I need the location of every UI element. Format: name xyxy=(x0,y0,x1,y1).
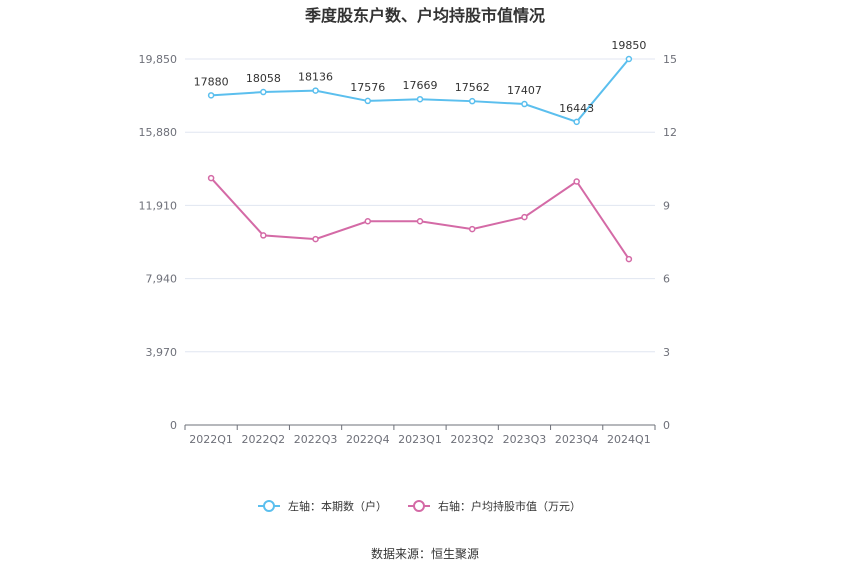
y-right-tick-label: 3 xyxy=(663,346,670,359)
data-point[interactable] xyxy=(416,95,424,103)
x-tick-label: 2022Q3 xyxy=(294,433,338,446)
x-tick-label: 2022Q4 xyxy=(346,433,390,446)
data-label: 17407 xyxy=(507,84,542,97)
legend[interactable]: 左轴：本期数（户） 右轴：户均持股市值（万元） xyxy=(258,499,581,513)
y-right-tick-label: 9 xyxy=(663,199,670,212)
data-point[interactable] xyxy=(364,97,372,105)
data-point[interactable] xyxy=(312,87,319,94)
data-point[interactable] xyxy=(521,100,528,108)
y-right-tick-label: 12 xyxy=(663,126,677,139)
data-point[interactable] xyxy=(625,55,633,63)
x-tick-label: 2023Q1 xyxy=(398,433,442,446)
x-tick-label: 2023Q3 xyxy=(503,433,547,446)
chart-title: 季度股东户数、户均持股市值情况 xyxy=(304,6,545,25)
data-point[interactable] xyxy=(573,178,580,185)
source-note: 数据来源：恒生聚源 xyxy=(371,546,479,561)
data-point[interactable] xyxy=(573,118,580,126)
legend-marker xyxy=(263,500,275,512)
data-label: 18058 xyxy=(246,72,281,85)
data-point[interactable] xyxy=(207,174,215,182)
y-left-tick-label: 7,940 xyxy=(146,273,178,286)
x-tick-label: 2022Q1 xyxy=(189,433,233,446)
legend-item-0[interactable]: 左轴：本期数（户） xyxy=(258,499,387,513)
data-point[interactable] xyxy=(521,213,528,221)
legend-item-1[interactable]: 右轴：户均持股市值（万元） xyxy=(408,499,581,513)
legend-marker xyxy=(413,500,425,512)
y-left-tick-label: 19,850 xyxy=(139,53,178,66)
data-point[interactable] xyxy=(468,97,476,105)
data-label: 17669 xyxy=(403,79,438,92)
data-point[interactable] xyxy=(207,92,215,99)
data-point[interactable] xyxy=(260,88,267,96)
plot-area: 17880 18058 18136 17576 17669 17562 17407 16443… xyxy=(194,39,646,263)
data-label: 17562 xyxy=(455,81,490,94)
y-right-tick-label: 15 xyxy=(663,53,677,66)
data-point[interactable] xyxy=(468,225,476,233)
data-point[interactable] xyxy=(364,218,372,225)
grid-lines xyxy=(185,58,655,353)
y-right-tick-label: 6 xyxy=(663,273,670,286)
data-label: 16443 xyxy=(559,102,594,115)
data-label: 18136 xyxy=(298,71,333,84)
y-left-tick-label: 3,970 xyxy=(146,346,178,359)
data-point[interactable] xyxy=(260,232,267,239)
x-tick-label: 2022Q2 xyxy=(242,433,286,446)
x-tick-label: 2023Q2 xyxy=(450,433,494,446)
data-point[interactable] xyxy=(625,255,633,263)
data-label: 19850 xyxy=(611,39,646,52)
y-left-tick-label: 11,910 xyxy=(139,199,178,212)
data-label: 17880 xyxy=(194,75,229,88)
y-left-tick-label: 15,880 xyxy=(139,126,178,139)
data-label: 17576 xyxy=(350,81,385,94)
data-point[interactable] xyxy=(312,235,319,243)
data-point[interactable] xyxy=(416,218,424,225)
x-tick-label: 2024Q1 xyxy=(607,433,651,446)
x-tick-label: 2023Q4 xyxy=(555,433,599,446)
y-left-tick-label: 0 xyxy=(170,419,177,432)
axes: 0 0 3,970 3 7,940 6 11,910 9 15,880 12 19,850 15 202… xyxy=(139,53,678,446)
y-right-tick-label: 0 xyxy=(663,419,670,432)
legend-label: 左轴：本期数（户） xyxy=(288,499,387,513)
legend-label: 右轴：户均持股市值（万元） xyxy=(438,499,581,513)
